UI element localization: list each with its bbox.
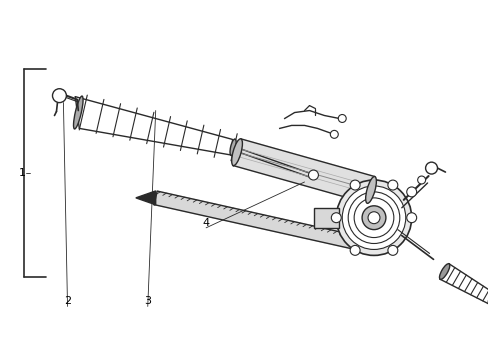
Circle shape [407, 213, 416, 223]
Ellipse shape [488, 293, 490, 304]
Circle shape [338, 114, 346, 122]
Circle shape [368, 212, 380, 224]
Circle shape [350, 180, 360, 190]
Circle shape [350, 246, 360, 255]
Circle shape [354, 198, 394, 238]
Ellipse shape [74, 96, 83, 129]
Ellipse shape [230, 139, 236, 156]
Circle shape [407, 187, 416, 197]
Circle shape [52, 89, 66, 103]
Circle shape [330, 130, 338, 138]
Text: 4: 4 [202, 218, 210, 228]
Ellipse shape [366, 176, 376, 203]
Polygon shape [154, 191, 370, 252]
Ellipse shape [440, 264, 450, 279]
Circle shape [417, 176, 426, 184]
Circle shape [331, 213, 341, 223]
Circle shape [388, 246, 398, 255]
Circle shape [336, 180, 412, 255]
Text: 3: 3 [144, 296, 151, 306]
Text: 1: 1 [19, 168, 26, 178]
Circle shape [426, 162, 438, 174]
Text: 2: 2 [64, 296, 71, 306]
Polygon shape [136, 191, 156, 205]
Circle shape [342, 186, 406, 249]
Circle shape [309, 170, 318, 180]
Bar [315, 208, 339, 228]
Ellipse shape [232, 139, 243, 166]
Circle shape [362, 206, 386, 230]
Circle shape [388, 180, 398, 190]
Circle shape [348, 192, 400, 243]
Polygon shape [233, 139, 375, 203]
